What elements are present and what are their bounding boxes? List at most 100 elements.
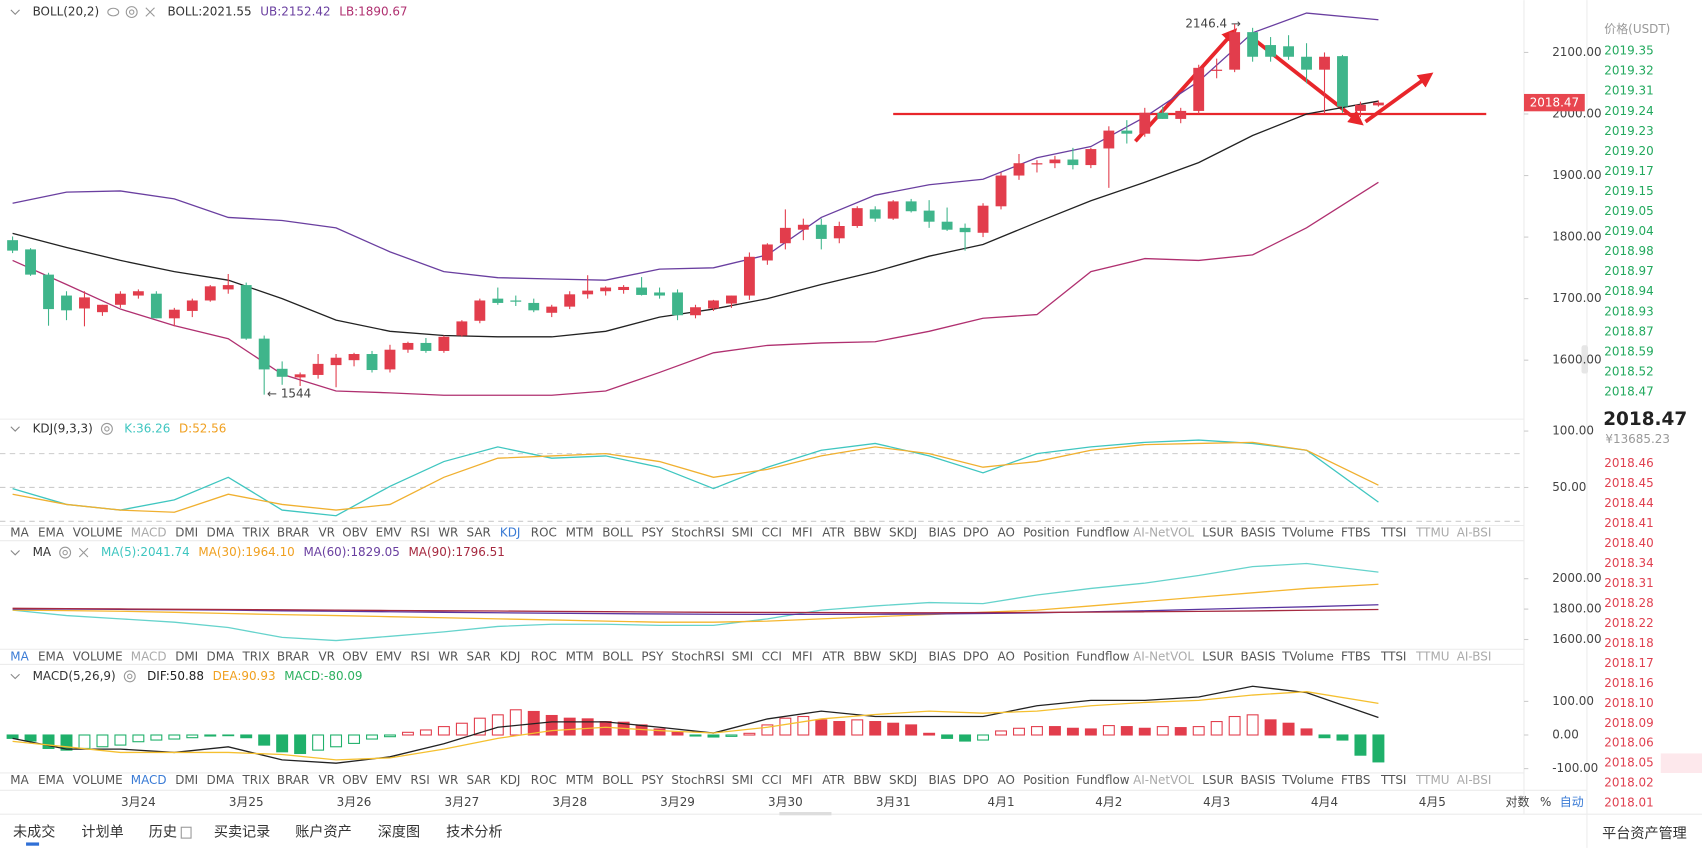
indicator-tab[interactable]: PSY <box>641 526 664 540</box>
indicator-tab[interactable]: DPO <box>963 773 989 787</box>
indicator-tab[interactable]: AI-BSI <box>1457 526 1492 540</box>
indicator-tab[interactable]: EMA <box>38 526 65 540</box>
indicator-tab[interactable]: RSI <box>410 773 429 787</box>
indicator-tab[interactable]: PSY <box>641 649 664 663</box>
indicator-tab[interactable]: EMA <box>38 649 65 663</box>
indicator-tab[interactable]: Fundflow <box>1076 773 1130 787</box>
indicator-tab[interactable]: DPO <box>963 649 989 663</box>
indicator-tab[interactable]: MFI <box>792 773 813 787</box>
indicator-tab[interactable]: MACD <box>131 526 167 540</box>
indicator-tab[interactable]: OBV <box>342 526 368 540</box>
indicator-tab[interactable]: StochRSI <box>671 773 724 787</box>
bottom-tab[interactable]: 计划单 <box>81 825 123 841</box>
indicator-tab[interactable]: AI-NetVOL <box>1133 526 1194 540</box>
indicator-tab[interactable]: Position <box>1023 526 1069 540</box>
indicator-tab[interactable]: MA <box>10 773 29 787</box>
indicator-tab[interactable]: SKDJ <box>889 773 917 787</box>
indicator-tab[interactable]: TVolume <box>1281 649 1334 663</box>
indicator-tab[interactable]: Position <box>1023 649 1069 663</box>
indicator-tab[interactable]: ATR <box>822 526 845 540</box>
indicator-tab[interactable]: DMI <box>175 649 198 663</box>
indicator-tab[interactable]: KDJ <box>500 526 521 540</box>
axis-control[interactable]: 自动 <box>1560 795 1584 809</box>
indicator-tab[interactable]: SMI <box>732 773 753 787</box>
indicator-tab[interactable]: DMI <box>175 773 198 787</box>
indicator-tab[interactable]: SKDJ <box>889 526 917 540</box>
indicator-tab[interactable]: LSUR <box>1202 526 1233 540</box>
indicator-tab[interactable]: MFI <box>792 526 813 540</box>
indicator-tab[interactable]: SAR <box>467 526 491 540</box>
indicator-tab[interactable]: Fundflow <box>1076 649 1130 663</box>
bottom-tab[interactable]: 历史 <box>149 825 177 841</box>
indicator-tab[interactable]: BRAR <box>277 649 309 663</box>
indicator-tab[interactable]: DMA <box>207 649 235 663</box>
indicator-tab[interactable]: ROC <box>531 773 557 787</box>
indicator-tab[interactable]: StochRSI <box>671 526 724 540</box>
indicator-tab[interactable]: TRIX <box>242 773 270 787</box>
indicator-tab[interactable]: PSY <box>641 773 664 787</box>
indicator-tab[interactable]: SAR <box>467 649 491 663</box>
indicator-tab[interactable]: EMA <box>38 773 65 787</box>
indicator-tab[interactable]: AI-NetVOL <box>1133 773 1194 787</box>
indicator-tab[interactable]: BBW <box>853 649 881 663</box>
indicator-tab[interactable]: OBV <box>342 773 368 787</box>
indicator-tab[interactable]: AO <box>998 773 1015 787</box>
bottom-tab[interactable]: 深度图 <box>378 825 420 841</box>
indicator-tab[interactable]: EMV <box>376 526 403 540</box>
axis-control[interactable]: 对数 <box>1506 794 1530 809</box>
indicator-tab[interactable]: AI-BSI <box>1457 649 1492 663</box>
indicator-tab[interactable]: TTMU <box>1415 773 1449 787</box>
indicator-tab[interactable]: BIAS <box>928 526 955 540</box>
indicator-tab[interactable]: MACD <box>131 649 167 663</box>
indicator-tab[interactable]: DMA <box>207 526 235 540</box>
indicator-tab[interactable]: BOLL <box>602 649 633 663</box>
indicator-tab[interactable]: TVolume <box>1281 773 1334 787</box>
indicator-tab[interactable]: TTSI <box>1380 526 1406 540</box>
indicator-tab[interactable]: BASIS <box>1241 773 1276 787</box>
indicator-tab[interactable]: TTSI <box>1380 649 1406 663</box>
indicator-tab[interactable]: FTBS <box>1341 773 1371 787</box>
indicator-tab[interactable]: CCI <box>762 773 782 787</box>
bottom-tab[interactable]: 买卖记录 <box>214 825 270 841</box>
indicator-tab[interactable]: BRAR <box>277 526 309 540</box>
indicator-tab[interactable]: CCI <box>762 526 782 540</box>
indicator-tab[interactable]: MFI <box>792 649 813 663</box>
indicator-tab[interactable]: KDJ <box>500 649 521 663</box>
indicator-tab[interactable]: AO <box>998 526 1015 540</box>
indicator-tab[interactable]: BRAR <box>277 773 309 787</box>
indicator-tab[interactable]: TTSI <box>1380 773 1406 787</box>
indicator-tab[interactable]: SAR <box>467 773 491 787</box>
indicator-tab[interactable]: MA <box>10 526 29 540</box>
indicator-tab[interactable]: VR <box>318 526 334 540</box>
indicator-tab[interactable]: BBW <box>853 526 881 540</box>
indicator-tab[interactable]: MACD <box>131 773 167 787</box>
indicator-tab[interactable]: BOLL <box>602 526 633 540</box>
indicator-tab[interactable]: Fundflow <box>1076 526 1130 540</box>
platform-link[interactable]: 平台资产管理 <box>1602 826 1687 842</box>
indicator-tab[interactable]: AO <box>998 649 1015 663</box>
indicator-tab[interactable]: ROC <box>531 649 557 663</box>
indicator-tab[interactable]: WR <box>438 649 458 663</box>
indicator-tab[interactable]: EMV <box>376 773 403 787</box>
indicator-tab[interactable]: WR <box>438 773 458 787</box>
indicator-tab[interactable]: TRIX <box>242 526 270 540</box>
indicator-tab[interactable]: BIAS <box>928 649 955 663</box>
indicator-tab[interactable]: Position <box>1023 773 1069 787</box>
indicator-tab[interactable]: VOLUME <box>73 649 123 663</box>
indicator-tab[interactable]: TTMU <box>1415 526 1449 540</box>
indicator-tab[interactable]: DMI <box>175 526 198 540</box>
indicator-tab[interactable]: VOLUME <box>73 773 123 787</box>
indicator-tab[interactable]: SMI <box>732 649 753 663</box>
indicator-tab[interactable]: TTMU <box>1415 649 1449 663</box>
indicator-tab[interactable]: MA <box>10 649 29 663</box>
indicator-tab[interactable]: FTBS <box>1341 526 1371 540</box>
indicator-tab[interactable]: DPO <box>963 526 989 540</box>
indicator-tab[interactable]: SKDJ <box>889 649 917 663</box>
indicator-tab[interactable]: StochRSI <box>671 649 724 663</box>
indicator-tab[interactable]: DMA <box>207 773 235 787</box>
indicator-tab[interactable]: CCI <box>762 649 782 663</box>
indicator-tab[interactable]: AI-NetVOL <box>1133 649 1194 663</box>
indicator-tab[interactable]: AI-BSI <box>1457 773 1492 787</box>
indicator-tab[interactable]: MTM <box>566 773 594 787</box>
indicator-tab[interactable]: FTBS <box>1341 649 1371 663</box>
